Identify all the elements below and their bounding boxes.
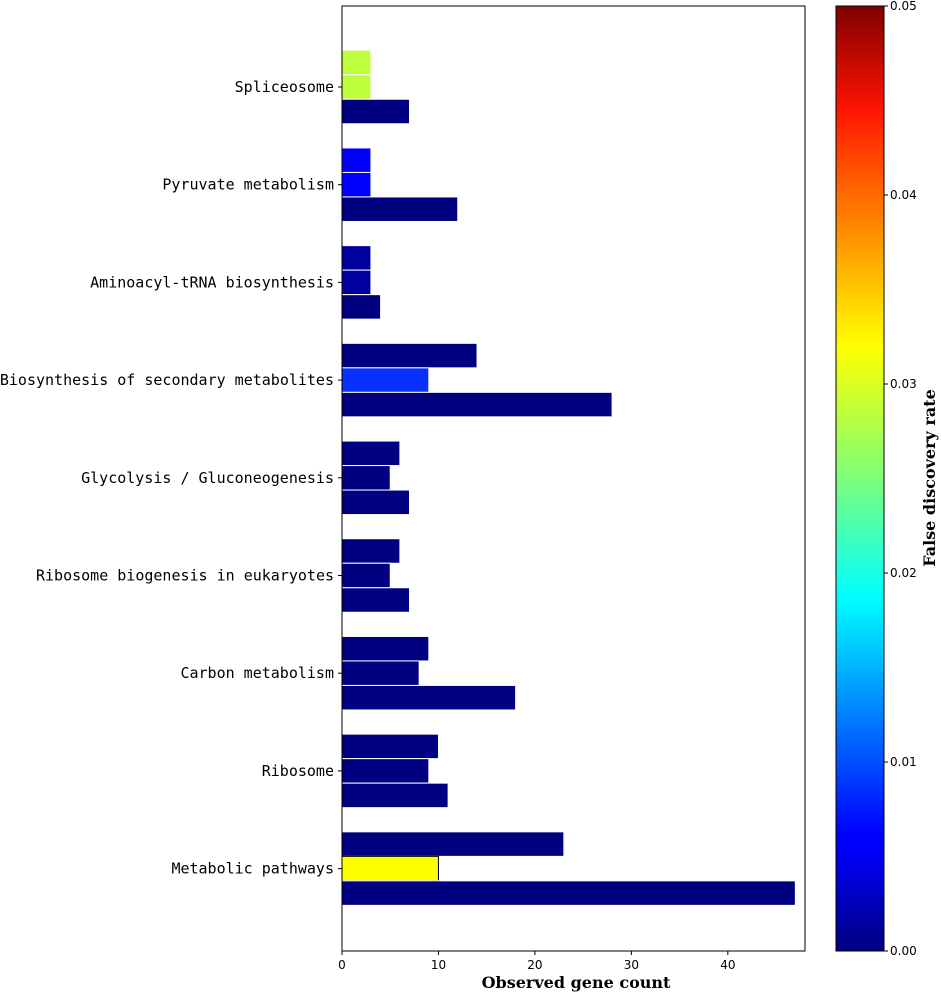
x-tick-label: 30 — [624, 958, 639, 972]
bar-pyruvate-metabolism-1 — [341, 147, 372, 173]
bar-pyruvate-metabolism-3 — [341, 196, 459, 222]
category-label: Biosynthesis of secondary metabolites — [0, 371, 334, 389]
bar-ribosome-2 — [341, 758, 430, 784]
bar-ribosome-biogenesis-in-eukaryotes-1 — [341, 538, 401, 564]
colorbar-tick-label: 0.02 — [890, 566, 917, 580]
bar-biosynthesis-of-secondary-metabolites-2 — [341, 367, 430, 393]
colorbar-tick-label: 0.00 — [890, 944, 917, 958]
colorbar — [835, 5, 885, 952]
category-label: Aminoacyl-tRNA biosynthesis — [90, 273, 334, 291]
bar-glycolysis-gluconeogenesis-1 — [341, 440, 401, 467]
bar-aminoacyl-trna-biosynthesis-3 — [341, 294, 382, 320]
category-label: Glycolysis / Gluconeogenesis — [81, 469, 334, 487]
bar-pyruvate-metabolism-2 — [341, 171, 372, 198]
colorbar-tick-label: 0.04 — [890, 188, 917, 202]
x-tick-label: 20 — [527, 958, 542, 972]
colorbar-title: False discovery rate — [920, 389, 939, 567]
plot-frame — [341, 5, 806, 952]
x-tick-label: 0 — [338, 958, 346, 972]
bar-carbon-metabolism-1 — [341, 635, 430, 662]
colorbar-tick-label: 0.01 — [890, 755, 917, 769]
bar-glycolysis-gluconeogenesis-3 — [341, 489, 411, 516]
colorbar-tick-label: 0.05 — [890, 0, 917, 13]
colorbar-ticks: 0.00 0.01 0.02 0.03 0.04 0.05 — [884, 0, 917, 958]
colorbar-tick-label: 0.03 — [890, 377, 917, 391]
bar-biosynthesis-of-secondary-metabolites-3 — [341, 391, 613, 418]
category-label: Spliceosome — [235, 78, 334, 96]
bar-carbon-metabolism-3 — [341, 684, 517, 711]
x-tick-label: 40 — [720, 958, 735, 972]
bar-ribosome-biogenesis-in-eukaryotes-3 — [341, 587, 411, 613]
x-tick-label: 10 — [431, 958, 446, 972]
category-label: Metabolic pathways — [171, 860, 334, 878]
bar-carbon-metabolism-2 — [341, 660, 420, 686]
bar-ribosome-1 — [341, 733, 439, 760]
x-axis-title: Observed gene count — [482, 973, 671, 992]
category-label: Ribosome biogenesis in eukaryotes — [36, 567, 334, 585]
category-label: Carbon metabolism — [180, 664, 334, 682]
bars-layer — [341, 49, 796, 906]
category-labels: Spliceosome Pyruvate metabolism Aminoacyl-… — [0, 78, 342, 878]
bar-metabolic-pathways-3 — [341, 880, 796, 906]
bar-metabolic-pathways-1 — [341, 831, 565, 857]
category-label: Pyruvate metabolism — [162, 176, 334, 194]
bar-ribosome-3 — [341, 782, 449, 809]
bar-glycolysis-gluconeogenesis-2 — [341, 465, 391, 491]
bar-biosynthesis-of-secondary-metabolites-1 — [341, 342, 478, 369]
bar-ribosome-biogenesis-in-eukaryotes-2 — [341, 562, 391, 589]
x-axis-ticks: 0 10 20 30 40 — [338, 951, 735, 972]
bar-spliceosome-2 — [341, 74, 372, 100]
category-label: Ribosome — [262, 762, 334, 780]
bar-aminoacyl-trna-biosynthesis-1 — [341, 245, 372, 271]
bar-aminoacyl-trna-biosynthesis-2 — [341, 269, 372, 296]
bar-metabolic-pathways-2 — [341, 855, 439, 882]
bar-spliceosome-3 — [341, 98, 411, 125]
bar-spliceosome-1 — [341, 49, 372, 76]
